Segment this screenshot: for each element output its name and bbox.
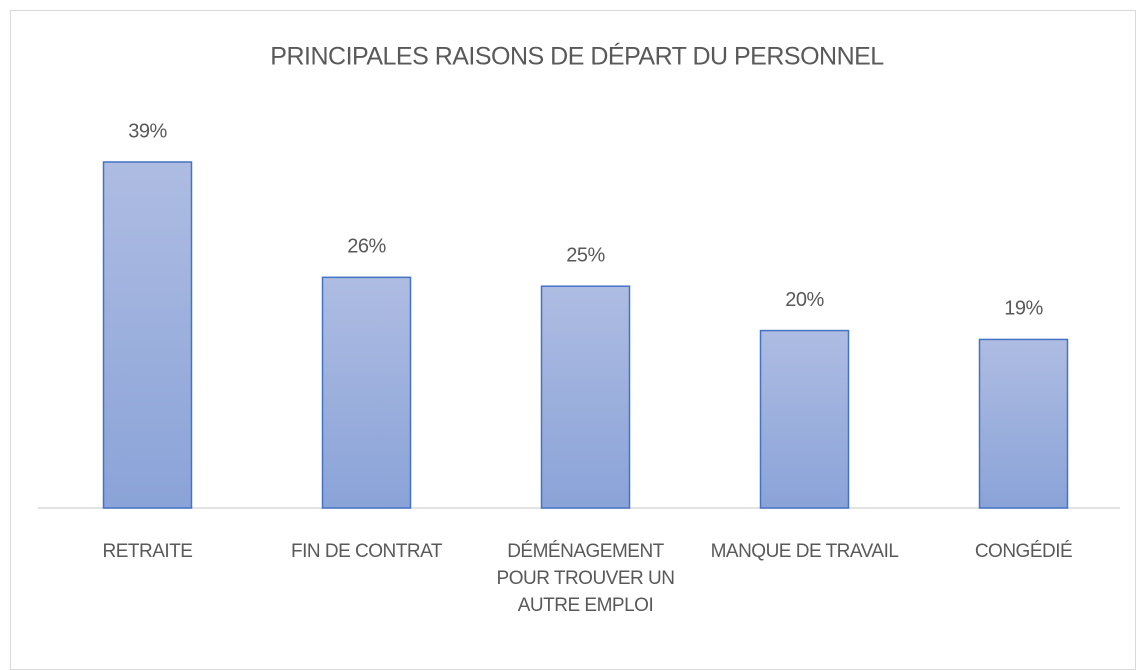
x-tick-label: CONGÉDIÉ: [974, 541, 1073, 562]
x-tick-label: MANQUE DE TRAVAIL: [710, 541, 899, 562]
chart: PRINCIPALES RAISONS DE DÉPART DU PERSONN…: [38, 42, 1120, 509]
data-label: 39%: [128, 120, 167, 142]
data-label: 26%: [347, 236, 386, 258]
bar: [978, 338, 1069, 509]
chart-title: PRINCIPALES RAISONS DE DÉPART DU PERSONN…: [270, 42, 884, 71]
data-label: 19%: [1004, 298, 1043, 320]
x-tick-label: DÉMÉNAGEMENT POUR TROUVER UN AUTRE EMPLO…: [496, 541, 675, 616]
bar: [102, 161, 193, 509]
x-tick-label: RETRAITE: [102, 541, 193, 562]
data-label: 25%: [566, 244, 605, 266]
bar: [759, 329, 850, 509]
bar: [540, 285, 631, 509]
page: {"chart_data": {"type": "bar", "title": …: [10, 10, 1136, 670]
x-tick-label: FIN DE CONTRAT: [291, 541, 442, 562]
bar: [321, 276, 412, 509]
data-label: 20%: [785, 289, 824, 311]
